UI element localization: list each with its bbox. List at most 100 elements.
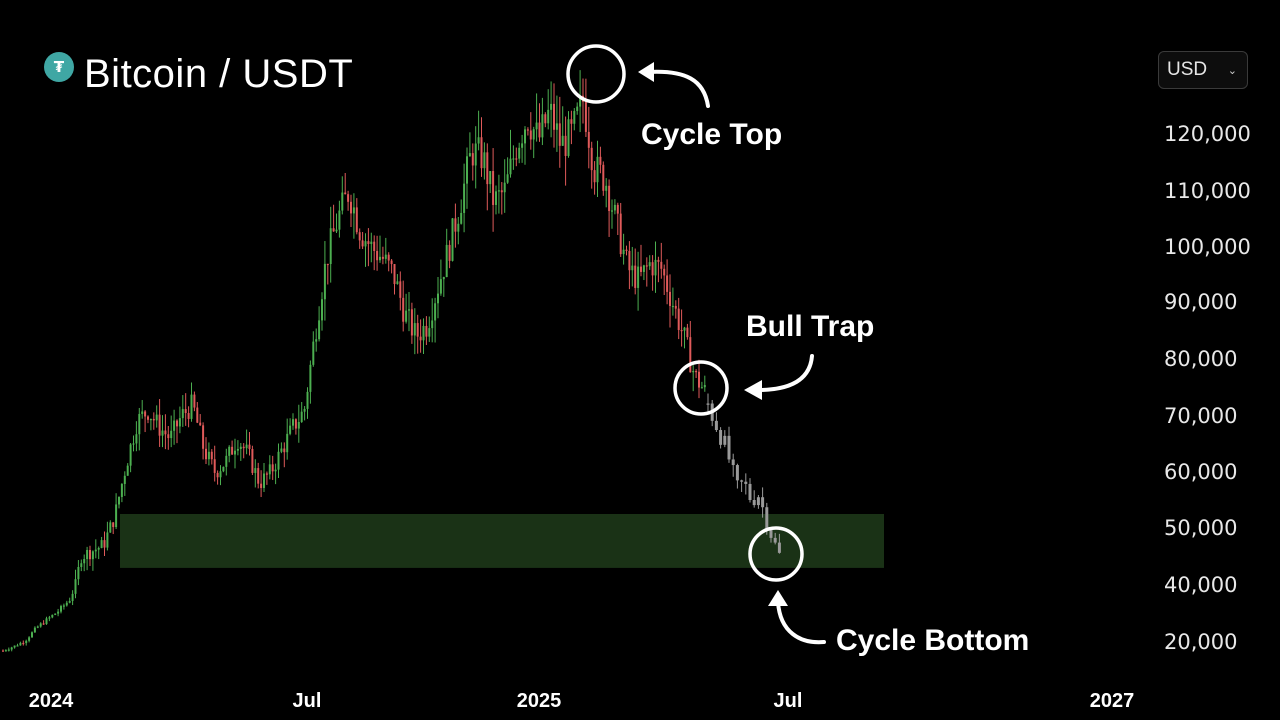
candle-body <box>370 241 373 244</box>
candle-body <box>596 156 599 183</box>
candle-body <box>642 265 645 272</box>
candle-body <box>321 299 323 321</box>
candle-body <box>347 194 350 202</box>
candle-body <box>323 263 326 300</box>
candle-body <box>292 419 294 426</box>
candle-body <box>416 323 419 337</box>
chart-title: Bitcoin / USDT <box>84 52 354 96</box>
currency-select[interactable]: USD ⌄ <box>1158 51 1248 89</box>
candle-body <box>152 418 155 421</box>
candle-body <box>570 119 573 124</box>
candle-body <box>669 291 671 306</box>
candle-body <box>83 559 86 564</box>
candle-body <box>10 647 13 650</box>
candle-body <box>350 201 352 214</box>
candle-body <box>428 328 431 337</box>
candle-body <box>181 409 184 419</box>
candle-body <box>39 623 42 627</box>
candle-body <box>448 244 451 261</box>
candle-body <box>645 265 648 267</box>
candle-body <box>364 241 367 247</box>
candle-body <box>300 411 303 422</box>
candle-body <box>144 411 147 417</box>
candle-body <box>161 430 164 436</box>
candle-body <box>222 466 225 472</box>
candle-body <box>42 623 45 625</box>
candle-body <box>106 532 109 548</box>
candle-body <box>555 123 558 130</box>
candle-body <box>727 435 731 460</box>
candle-body <box>312 341 315 365</box>
candle-body <box>631 265 634 271</box>
candle-body <box>332 228 335 232</box>
y-tick-label: 90,000 <box>1164 290 1238 314</box>
candle-body <box>86 549 89 560</box>
candle-body <box>680 329 683 332</box>
candle-body <box>405 310 408 322</box>
candle-body <box>765 507 769 530</box>
candle-body <box>303 408 306 412</box>
candle-body <box>268 464 271 475</box>
y-tick-label: 70,000 <box>1164 404 1238 428</box>
candle-body <box>719 430 723 445</box>
candle-body <box>425 325 428 337</box>
candle-body <box>155 414 158 421</box>
candle-body <box>616 204 619 214</box>
candle-body <box>242 446 245 449</box>
candle-body <box>608 185 611 212</box>
candle-body <box>167 434 170 439</box>
candle-body <box>115 504 118 528</box>
candle-body <box>7 649 10 651</box>
candle-body <box>451 218 454 261</box>
candle-body <box>338 210 341 230</box>
candle-body <box>271 464 274 472</box>
candle-body <box>567 119 570 156</box>
candle-body <box>118 496 120 505</box>
candle-body <box>274 469 277 472</box>
y-tick-label: 50,000 <box>1164 516 1238 540</box>
annotation-bull-trap: Bull Trap <box>746 310 875 343</box>
candle-body <box>744 481 748 484</box>
candle-body <box>500 190 503 193</box>
candle-body <box>387 254 390 261</box>
chevron-down-icon: ⌄ <box>1227 63 1237 77</box>
candle-body <box>196 407 199 423</box>
candle-body <box>74 579 77 594</box>
candle-body <box>480 137 483 169</box>
candle-body <box>210 451 213 460</box>
candle-body <box>100 540 103 548</box>
candle-body <box>654 259 657 276</box>
candle-body <box>495 191 497 205</box>
candle-body <box>602 164 605 191</box>
candle-body <box>599 156 602 165</box>
candle-body <box>120 483 123 497</box>
y-tick-label: 110,000 <box>1164 179 1251 203</box>
candle-body <box>234 450 236 455</box>
candle-body <box>51 614 54 618</box>
candle-body <box>315 339 318 342</box>
candle-body <box>740 480 744 482</box>
candle-body <box>280 448 283 452</box>
candle-body <box>13 645 16 648</box>
candle-body <box>605 185 608 191</box>
annotation-cycle-top: Cycle Top <box>641 118 783 151</box>
candle-body <box>25 640 28 644</box>
candle-body <box>521 143 524 148</box>
y-tick-label: 20,000 <box>1164 630 1238 654</box>
y-tick-label: 100,000 <box>1164 235 1251 259</box>
candle-body <box>558 123 561 146</box>
candle-body <box>126 465 129 476</box>
candle-body <box>529 130 532 140</box>
candle-body <box>593 170 596 183</box>
candle-body <box>28 637 31 641</box>
candle-body <box>260 483 263 488</box>
candle-body <box>65 602 68 606</box>
candle-body <box>463 183 466 213</box>
candle-body <box>68 600 71 603</box>
candle-body <box>254 468 257 473</box>
candle-body <box>637 266 640 288</box>
candle-body <box>553 103 555 130</box>
candle-body <box>31 632 33 638</box>
candle-body <box>544 114 547 124</box>
candle-body <box>326 263 329 266</box>
